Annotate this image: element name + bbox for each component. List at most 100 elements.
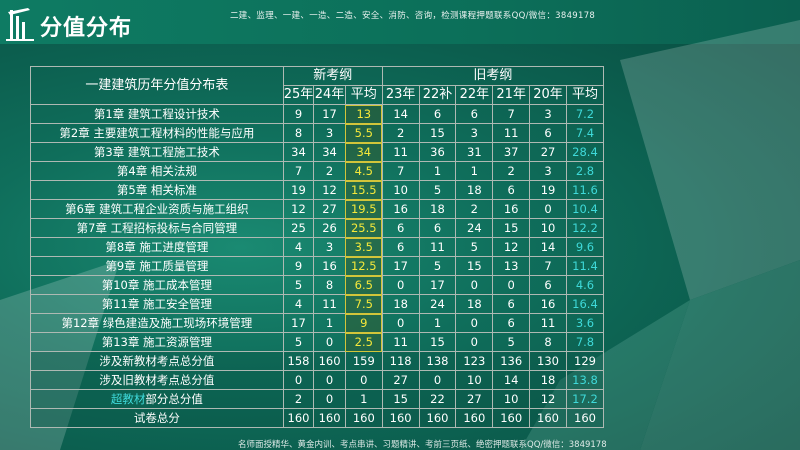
new-average-cell: 34 bbox=[344, 142, 383, 162]
score-cell: 8 bbox=[282, 123, 315, 143]
old-average-cell: 7.4 bbox=[565, 123, 605, 143]
score-cell: 7 bbox=[381, 161, 420, 181]
score-cell: 37 bbox=[492, 142, 531, 162]
old-average-cell: 16.4 bbox=[565, 294, 605, 314]
score-cell: 24 bbox=[455, 218, 494, 238]
col-header: 21年 bbox=[492, 85, 531, 105]
score-cell: 7 bbox=[282, 161, 315, 181]
score-cell: 1 bbox=[418, 313, 457, 333]
score-cell: 3 bbox=[313, 237, 346, 257]
score-cell: 31 bbox=[455, 142, 494, 162]
col-header: 25年 bbox=[282, 85, 315, 105]
score-cell: 14 bbox=[529, 237, 567, 257]
score-cell: 18 bbox=[381, 294, 420, 314]
score-cell: 11 bbox=[492, 123, 531, 143]
score-cell: 18 bbox=[455, 180, 494, 200]
score-cell: 26 bbox=[313, 218, 346, 238]
col-header: 平均 bbox=[344, 85, 383, 105]
score-cell: 15 bbox=[418, 123, 457, 143]
score-cell: 3 bbox=[529, 104, 567, 124]
new-average-cell: 7.5 bbox=[344, 294, 383, 314]
old-syllabus-header: 旧考纲 bbox=[381, 66, 605, 86]
score-cell: 7 bbox=[529, 256, 567, 276]
score-cell: 3 bbox=[455, 123, 494, 143]
score-cell: 19 bbox=[282, 180, 315, 200]
old-average-cell: 11.4 bbox=[565, 256, 605, 276]
score-cell: 15 bbox=[492, 218, 531, 238]
score-cell: 34 bbox=[282, 142, 315, 162]
score-cell: 15 bbox=[418, 332, 457, 352]
page-title: 分值分布 bbox=[40, 16, 133, 41]
score-cell: 27 bbox=[313, 199, 346, 219]
summary-cell: 14 bbox=[492, 370, 531, 390]
watermark-top: 二建、监理、一建、一造、二造、安全、消防、咨询，检测课程押题联系QQ/微信：38… bbox=[230, 11, 596, 21]
col-header: 22补 bbox=[418, 85, 457, 105]
score-cell: 6 bbox=[529, 275, 567, 295]
chapter-name: 第10章 施工成本管理 bbox=[30, 275, 284, 295]
score-cell: 6 bbox=[492, 313, 531, 333]
summary-cell: 22 bbox=[418, 389, 457, 409]
summary-cell: 0 bbox=[418, 370, 457, 390]
score-cell: 9 bbox=[282, 104, 315, 124]
chapter-name: 第5章 相关标准 bbox=[30, 180, 284, 200]
summary-cell: 0 bbox=[282, 370, 315, 390]
table-row: 第8章 施工进度管理 4 3 3.5 6 11 5 12 14 9.6 bbox=[30, 237, 605, 257]
score-cell: 6 bbox=[529, 123, 567, 143]
score-cell: 16 bbox=[492, 199, 531, 219]
score-cell: 5 bbox=[282, 275, 315, 295]
score-cell: 19 bbox=[529, 180, 567, 200]
table-row: 第3章 建筑工程施工技术 34 34 34 11 36 31 37 27 28.4 bbox=[30, 142, 605, 162]
score-cell: 13 bbox=[492, 256, 531, 276]
chapter-name: 第1章 建筑工程设计技术 bbox=[30, 104, 284, 124]
table-row: 第1章 建筑工程设计技术 9 17 13 14 6 6 7 3 7.2 bbox=[30, 104, 605, 124]
new-average-cell: 13 bbox=[344, 104, 383, 124]
table-row: 第10章 施工成本管理 5 8 6.5 0 17 0 0 6 4.6 bbox=[30, 275, 605, 295]
old-average-cell: 11.6 bbox=[565, 180, 605, 200]
summary-cell: 123 bbox=[455, 351, 494, 371]
chapter-name: 第4章 相关法规 bbox=[30, 161, 284, 181]
score-cell: 7 bbox=[492, 104, 531, 124]
old-average-cell: 4.6 bbox=[565, 275, 605, 295]
summary-cell: 15 bbox=[381, 389, 420, 409]
summary-cell: 160 bbox=[313, 408, 346, 428]
summary-cell: 160 bbox=[344, 408, 383, 428]
score-cell: 4 bbox=[282, 237, 315, 257]
old-average-cell: 7.2 bbox=[565, 104, 605, 124]
new-average-cell: 2.5 bbox=[344, 332, 383, 352]
score-cell: 15 bbox=[455, 256, 494, 276]
summary-cell: 160 bbox=[418, 408, 457, 428]
chapter-name: 第8章 施工进度管理 bbox=[30, 237, 284, 257]
score-cell: 1 bbox=[418, 161, 457, 181]
summary-cell: 2 bbox=[282, 389, 315, 409]
summary-cell: 27 bbox=[455, 389, 494, 409]
summary-cell: 160 bbox=[282, 408, 315, 428]
score-cell: 6 bbox=[381, 237, 420, 257]
col-header: 23年 bbox=[381, 85, 420, 105]
summary-cell: 160 bbox=[455, 408, 494, 428]
score-cell: 5 bbox=[455, 237, 494, 257]
score-cell: 6 bbox=[418, 218, 457, 238]
table-row: 第9章 施工质量管理 9 16 12.5 17 5 15 13 7 11.4 bbox=[30, 256, 605, 276]
summary-cell: 136 bbox=[492, 351, 531, 371]
brand-logo-icon bbox=[6, 8, 34, 41]
new-average-cell: 19.5 bbox=[344, 199, 383, 219]
summary-label: 试卷总分 bbox=[30, 408, 284, 428]
table-row: 第12章 绿色建造及施工现场环境管理 17 1 9 0 1 0 6 11 3.6 bbox=[30, 313, 605, 333]
old-average-cell: 17.2 bbox=[565, 389, 605, 409]
score-cell: 17 bbox=[381, 256, 420, 276]
new-average-cell: 25.5 bbox=[344, 218, 383, 238]
new-average-cell: 15.5 bbox=[344, 180, 383, 200]
chapter-name: 第12章 绿色建造及施工现场环境管理 bbox=[30, 313, 284, 333]
score-cell: 14 bbox=[381, 104, 420, 124]
col-header: 20年 bbox=[529, 85, 567, 105]
summary-cell: 10 bbox=[455, 370, 494, 390]
summary-label: 超教材部分总分值 bbox=[30, 389, 284, 409]
score-cell: 18 bbox=[418, 199, 457, 219]
score-cell: 10 bbox=[381, 180, 420, 200]
summary-cell: 160 bbox=[529, 408, 567, 428]
title-band bbox=[0, 0, 800, 44]
table-row: 第6章 建筑工程企业资质与施工组织 12 27 19.5 16 18 2 16 0 10.4 bbox=[30, 199, 605, 219]
score-cell: 6 bbox=[381, 218, 420, 238]
score-cell: 2 bbox=[455, 199, 494, 219]
chapter-name: 第9章 施工质量管理 bbox=[30, 256, 284, 276]
